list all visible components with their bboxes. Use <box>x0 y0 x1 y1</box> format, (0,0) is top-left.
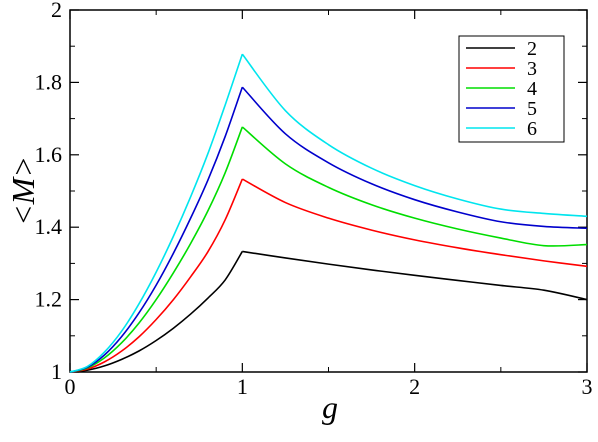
y-tick-labels: 1 1.2 1.4 1.6 1.8 2 <box>35 0 63 384</box>
axis-ticks <box>69 9 588 373</box>
legend-label-2: 2 <box>527 38 537 60</box>
y-tick-label: 2 <box>51 0 62 22</box>
x-tick-label: 1 <box>237 374 248 399</box>
y-tick-label: 1.8 <box>35 69 63 94</box>
y-tick-label: 1.4 <box>35 214 63 239</box>
series-line-4 <box>69 126 588 373</box>
y-tick-label: 1.6 <box>35 142 63 167</box>
legend-label-6: 6 <box>527 118 537 140</box>
y-tick-label: 1 <box>51 359 62 384</box>
series-line-3 <box>69 178 588 373</box>
x-tick-label: 2 <box>409 374 420 399</box>
legend-box <box>458 35 565 143</box>
y-tick-label: 1.2 <box>35 287 63 312</box>
series-line-6 <box>69 53 588 373</box>
x-axis-title: g <box>322 389 338 425</box>
x-tick-label: 3 <box>582 374 593 399</box>
legend-label-3: 3 <box>527 58 537 80</box>
series-line-5 <box>69 86 588 373</box>
legend-label-5: 5 <box>527 98 537 120</box>
y-axis-title: <M> <box>5 156 41 226</box>
series-line-2 <box>69 250 588 373</box>
x-tick-label: 0 <box>65 374 76 399</box>
legend-label-4: 4 <box>527 78 537 100</box>
series-lines <box>69 53 588 373</box>
x-tick-labels: 0 1 2 3 <box>65 374 593 399</box>
